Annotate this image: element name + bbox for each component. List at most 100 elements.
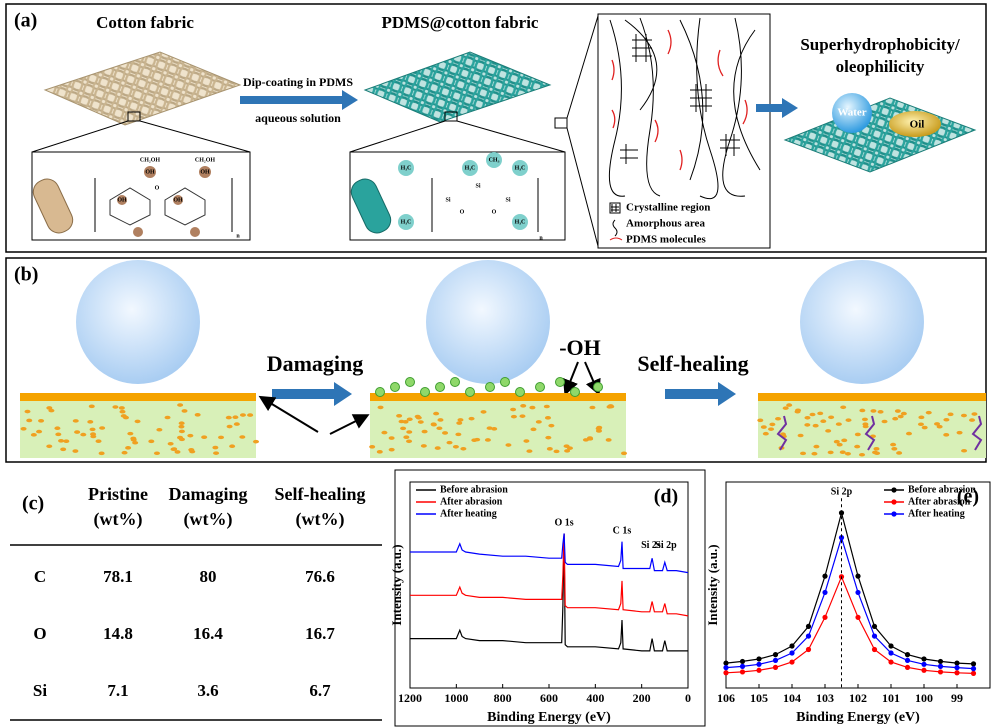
panel-label: (d) (654, 486, 678, 508)
particle (460, 447, 466, 451)
series-marker (723, 670, 728, 675)
table-header: Pristine (88, 484, 148, 504)
hydroxyl (486, 383, 495, 392)
particle (882, 420, 888, 424)
particle (38, 419, 44, 423)
particle (529, 406, 535, 410)
particle (855, 433, 861, 437)
particle (804, 416, 810, 420)
legend-label: After heating (908, 508, 965, 519)
particle (168, 442, 174, 446)
particle (874, 451, 880, 455)
series-marker (921, 668, 926, 673)
x-tick-label: 1200 (398, 691, 422, 705)
particle (836, 422, 842, 426)
particle (226, 416, 232, 420)
particle (564, 444, 570, 448)
particle (165, 416, 171, 420)
particle (845, 452, 851, 456)
particle (587, 436, 593, 440)
particle (253, 440, 259, 444)
particle (608, 404, 614, 408)
particle (870, 409, 876, 413)
particle (491, 427, 497, 431)
series-marker (855, 590, 860, 595)
panel-b-art (20, 260, 986, 458)
particle (234, 422, 240, 426)
particle (26, 419, 32, 423)
chem-label: H₃C (515, 165, 526, 171)
hydroxyl (421, 388, 430, 397)
particle (840, 405, 846, 409)
series-marker (971, 666, 976, 671)
particle (820, 419, 826, 423)
particle (606, 438, 612, 442)
particle (800, 452, 806, 456)
hydroxyl (536, 383, 545, 392)
heading: Superhydrophobicity/ (800, 35, 960, 54)
table-header: Self-healing (274, 484, 365, 504)
particle (232, 415, 238, 419)
series-marker (905, 652, 910, 657)
particle (841, 439, 847, 443)
particle (810, 413, 816, 417)
particle (89, 405, 95, 409)
particle (187, 434, 193, 438)
coating (20, 393, 256, 401)
chem-label: H₃C (401, 165, 412, 171)
particle (519, 414, 525, 418)
particle (511, 415, 517, 419)
series-marker (789, 643, 794, 648)
legend-label: Crystalline region (626, 202, 710, 214)
table-header: (wt%) (94, 509, 143, 530)
particle (961, 414, 967, 418)
particle (55, 433, 61, 437)
particle (918, 422, 924, 426)
particle (943, 433, 949, 437)
water-label: Water (837, 107, 866, 119)
series-line (726, 513, 974, 664)
particle (530, 428, 536, 432)
series-marker (888, 643, 893, 648)
particle (46, 406, 52, 410)
particle (213, 451, 219, 455)
particle (72, 449, 78, 453)
series-marker (971, 671, 976, 676)
series-line (726, 538, 974, 669)
chem-label: OH (200, 169, 210, 175)
legend-label: After abrasion (908, 496, 971, 507)
series-marker (789, 650, 794, 655)
hydroxyl (406, 378, 415, 387)
particle (31, 433, 37, 437)
series-marker (921, 662, 926, 667)
x-tick-label: 800 (494, 691, 512, 705)
particle (179, 430, 185, 434)
series-marker (872, 633, 877, 638)
x-tick-label: 400 (586, 691, 604, 705)
x-tick-label: 106 (717, 691, 735, 705)
particle (769, 423, 775, 427)
particle (188, 448, 194, 452)
chem-label: O (460, 209, 465, 215)
particle (447, 441, 453, 445)
particle (239, 435, 245, 439)
x-tick-label: 101 (882, 691, 900, 705)
table-cell: 3.6 (197, 681, 218, 700)
particle (179, 421, 185, 425)
group-label: -OH (559, 335, 601, 360)
table-cell: 16.7 (305, 624, 335, 643)
particle (840, 450, 846, 454)
particle (201, 435, 207, 439)
chem-label: H₃C (465, 165, 476, 171)
series-marker (740, 664, 745, 669)
particle (596, 426, 602, 430)
particle (892, 417, 898, 421)
particle (786, 403, 792, 407)
particle (60, 448, 66, 452)
chem-label: Si (445, 197, 450, 203)
particle (474, 438, 480, 442)
particle (854, 445, 860, 449)
particle (73, 419, 79, 423)
particle (906, 432, 912, 436)
hydroxyl (516, 388, 525, 397)
